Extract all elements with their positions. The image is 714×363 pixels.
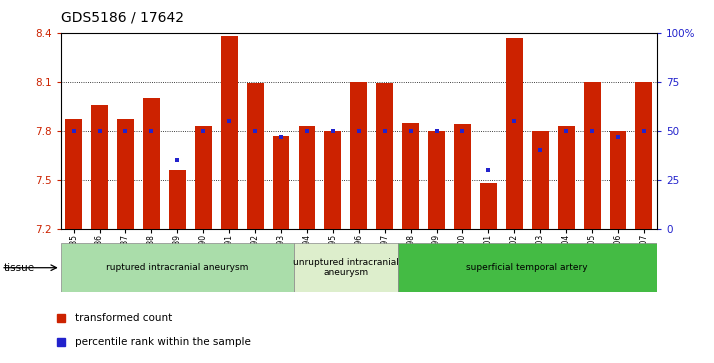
Point bbox=[457, 128, 468, 134]
Bar bbox=[298, 126, 316, 229]
Point bbox=[379, 128, 391, 134]
Bar bbox=[169, 170, 186, 229]
Point bbox=[249, 128, 261, 134]
Bar bbox=[143, 98, 160, 229]
Point bbox=[68, 128, 79, 134]
Point bbox=[146, 128, 157, 134]
Point bbox=[638, 128, 650, 134]
Bar bbox=[91, 105, 108, 229]
Text: percentile rank within the sample: percentile rank within the sample bbox=[75, 337, 251, 347]
Bar bbox=[635, 82, 653, 229]
Point bbox=[483, 167, 494, 173]
Bar bbox=[273, 136, 289, 229]
Point bbox=[301, 128, 313, 134]
Point bbox=[223, 118, 235, 124]
Point bbox=[586, 128, 598, 134]
Bar bbox=[454, 124, 471, 229]
Point bbox=[508, 118, 520, 124]
Point bbox=[198, 128, 209, 134]
Point bbox=[171, 157, 183, 163]
Bar bbox=[246, 83, 263, 229]
Point bbox=[276, 134, 287, 139]
Text: ruptured intracranial aneurysm: ruptured intracranial aneurysm bbox=[106, 263, 248, 272]
Bar bbox=[398, 243, 657, 292]
Bar bbox=[195, 126, 211, 229]
Bar bbox=[376, 83, 393, 229]
Point bbox=[431, 128, 442, 134]
Bar bbox=[402, 123, 419, 229]
Point bbox=[94, 128, 105, 134]
Bar bbox=[221, 36, 238, 229]
Bar bbox=[610, 131, 626, 229]
Bar bbox=[324, 131, 341, 229]
Bar bbox=[65, 119, 82, 229]
Bar bbox=[117, 119, 134, 229]
Text: unruptured intracranial
aneurysm: unruptured intracranial aneurysm bbox=[293, 258, 398, 277]
Point bbox=[560, 128, 572, 134]
Bar bbox=[428, 131, 445, 229]
Bar bbox=[532, 131, 548, 229]
Point bbox=[327, 128, 338, 134]
Bar bbox=[558, 126, 575, 229]
Bar bbox=[583, 82, 600, 229]
Bar bbox=[506, 38, 523, 229]
Point bbox=[353, 128, 364, 134]
Point bbox=[613, 134, 624, 139]
Text: superficial temporal artery: superficial temporal artery bbox=[466, 263, 588, 272]
Text: transformed count: transformed count bbox=[75, 313, 172, 323]
Bar bbox=[351, 82, 367, 229]
Bar bbox=[480, 183, 497, 229]
Point bbox=[405, 128, 416, 134]
Text: tissue: tissue bbox=[4, 263, 35, 273]
Point bbox=[535, 147, 546, 153]
Text: GDS5186 / 17642: GDS5186 / 17642 bbox=[61, 11, 183, 25]
Bar bbox=[61, 243, 294, 292]
Bar bbox=[294, 243, 398, 292]
Point bbox=[120, 128, 131, 134]
